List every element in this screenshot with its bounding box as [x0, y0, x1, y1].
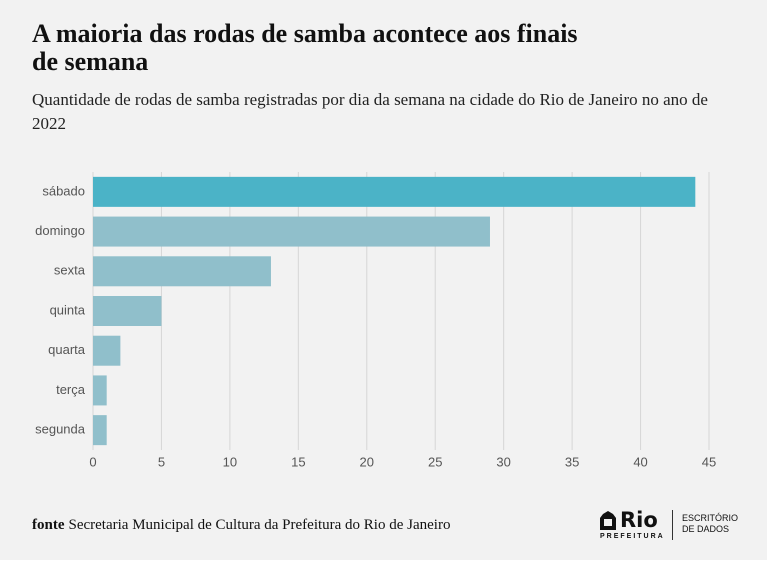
y-tick-label: quinta	[50, 302, 86, 317]
y-tick-label: terça	[56, 382, 86, 397]
logo: Rio PREFEITURA ESCRITÓRIO DE DADOS	[598, 508, 748, 544]
chart-subtitle: Quantidade de rodas de samba registradas…	[32, 90, 708, 133]
x-tick-label: 40	[633, 454, 647, 469]
source: fonte Secretaria Municipal de Cultura da …	[32, 517, 450, 534]
logo-separator	[672, 510, 673, 540]
source-text: Secretaria Municipal de Cultura da Prefe…	[68, 517, 451, 533]
bar	[93, 335, 121, 366]
logo-icon	[600, 511, 616, 530]
x-tick-label: 30	[496, 454, 510, 469]
x-tick-label: 10	[223, 454, 237, 469]
y-tick-label: sábado	[42, 183, 85, 198]
bar	[93, 375, 107, 406]
x-tick-label: 25	[428, 454, 442, 469]
bar	[93, 415, 107, 446]
x-tick-label: 45	[702, 454, 716, 469]
x-tick-label: 15	[291, 454, 305, 469]
bar	[93, 296, 162, 326]
y-tick-label: segunda	[35, 422, 86, 437]
bar	[93, 256, 271, 287]
x-tick-label: 20	[360, 454, 374, 469]
chart: 0 5 10 15 20 25 30 35 40 45 sábado domingo sexta quin…	[35, 172, 716, 469]
x-tick-label: 0	[89, 454, 96, 469]
card: A maioria das rodas de samba acontece ao…	[0, 0, 767, 560]
logo-rio: Rio	[620, 508, 658, 532]
x-tick-label: 35	[565, 454, 579, 469]
logo-escritorio: ESCRITÓRIO DE DADOS	[682, 513, 739, 534]
bar	[93, 176, 696, 207]
y-tick-label: domingo	[35, 223, 85, 238]
y-tick-label: sexta	[54, 263, 86, 278]
x-tick-label: 5	[158, 454, 165, 469]
bar	[93, 216, 490, 247]
logo-prefeitura: PREFEITURA	[600, 533, 665, 540]
source-label: fonte	[32, 517, 65, 533]
chart-title: A maioria das rodas de samba acontece ao…	[32, 19, 578, 76]
y-tick-label: quarta	[48, 342, 86, 357]
